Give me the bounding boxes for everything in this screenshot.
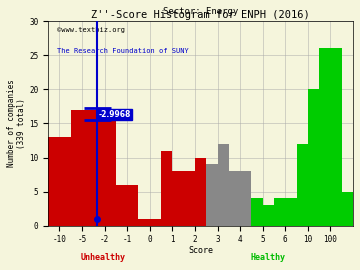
- Bar: [116, 185, 139, 226]
- Y-axis label: Number of companies
(339 total): Number of companies (339 total): [7, 79, 26, 167]
- Text: Sector: Energy: Sector: Energy: [163, 7, 238, 16]
- Text: Unhealthy: Unhealthy: [81, 254, 126, 262]
- Bar: [308, 89, 319, 226]
- Bar: [229, 171, 240, 226]
- Bar: [71, 110, 93, 226]
- Bar: [172, 171, 184, 226]
- Bar: [161, 151, 172, 226]
- Bar: [217, 144, 229, 226]
- Bar: [195, 157, 206, 226]
- Bar: [184, 171, 195, 226]
- Bar: [206, 164, 217, 226]
- Bar: [251, 198, 263, 226]
- Bar: [240, 171, 251, 226]
- Bar: [48, 137, 71, 226]
- Title: Z''-Score Histogram for ENPH (2016): Z''-Score Histogram for ENPH (2016): [91, 10, 310, 20]
- Bar: [93, 110, 116, 226]
- Bar: [319, 48, 342, 226]
- Bar: [342, 192, 353, 226]
- Bar: [139, 219, 150, 226]
- Text: Healthy: Healthy: [250, 254, 285, 262]
- Text: The Research Foundation of SUNY: The Research Foundation of SUNY: [57, 48, 189, 54]
- Bar: [285, 198, 297, 226]
- Text: ©www.textbiz.org: ©www.textbiz.org: [57, 27, 125, 33]
- Bar: [150, 219, 161, 226]
- Bar: [263, 205, 274, 226]
- Bar: [297, 144, 308, 226]
- Bar: [274, 198, 285, 226]
- X-axis label: Score: Score: [188, 246, 213, 255]
- Text: -2.9968: -2.9968: [98, 110, 131, 119]
